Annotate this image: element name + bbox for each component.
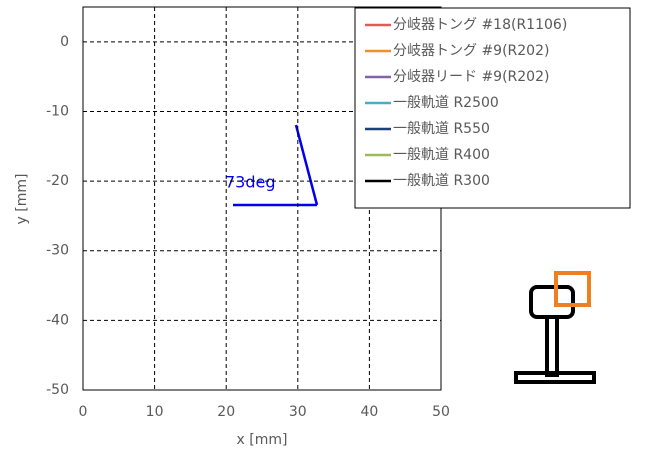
legend-label: 分岐器トング #9(R202)	[393, 43, 549, 59]
angle-line	[296, 125, 317, 205]
y-tick-label: -10	[46, 103, 69, 119]
legend-label: 一般軌道 R300	[393, 173, 490, 189]
y-axis-label: y [mm]	[14, 174, 30, 225]
chart: x [mm] y [mm] 73deg 0 10 20 30 40 50 0 -10 -20 -3…	[0, 0, 649, 452]
x-tick-label: 40	[360, 404, 378, 420]
y-tick-label: -20	[46, 173, 69, 189]
legend-label: 一般軌道 R550	[393, 121, 490, 137]
legend-label: 一般軌道 R400	[393, 147, 490, 163]
y-tick-label: 0	[60, 34, 69, 50]
x-tick-label: 0	[79, 404, 88, 420]
legend-label: 分岐器リード #9(R202)	[393, 69, 549, 85]
y-tick-label: -30	[46, 243, 69, 259]
x-tick-label: 20	[217, 404, 235, 420]
y-tick-label: -40	[46, 312, 69, 328]
rail-icon	[516, 273, 594, 382]
annotation: 73deg	[225, 173, 276, 192]
x-tick-label: 10	[146, 404, 164, 420]
legend-label: 一般軌道 R2500	[393, 95, 499, 111]
x-tick-label: 30	[289, 404, 307, 420]
x-axis-label: x [mm]	[237, 432, 288, 448]
legend-label: 分岐器トング #18(R1106)	[393, 17, 567, 33]
x-tick-label: 50	[432, 404, 450, 420]
y-tick-label: -50	[46, 382, 69, 398]
